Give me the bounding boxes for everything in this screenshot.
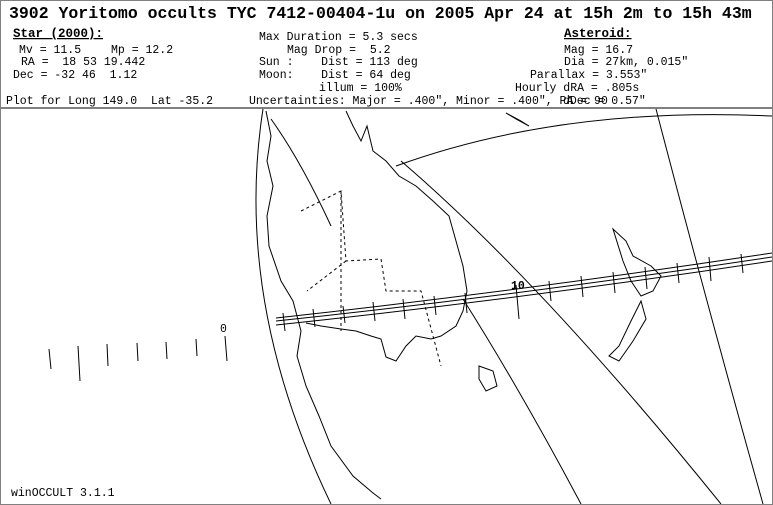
time-ticks (282, 253, 744, 332)
time-label: 10 (511, 280, 525, 293)
max-duration: Max Duration = 5.3 secs (259, 31, 418, 44)
grid-arc (462, 298, 582, 504)
grid-arc (395, 114, 772, 167)
new-zealand (608, 227, 662, 362)
grid-arc (400, 160, 722, 504)
asteroid-parallax: Parallax = 3.553" (530, 69, 647, 82)
tasmania (478, 365, 498, 392)
title: 3902 Yoritomo occults TYC 7412-00404-1u … (9, 4, 752, 23)
mag-drop: Mag Drop = 5.2 (287, 44, 391, 57)
moon-illum: illum = 100% (319, 82, 402, 95)
uncertainties: Uncertainties: Major = .400", Minor = .4… (249, 95, 608, 108)
asteroid-dia: Dia = 27km, 0.015" (564, 56, 688, 69)
star-heading: Star (2000): (13, 27, 103, 41)
star-mp: Mp = 12.2 (111, 44, 173, 57)
island (505, 112, 530, 127)
star-ra: RA = 18 53 19.442 (21, 56, 145, 69)
map-lines (255, 108, 772, 504)
asteroid-heading: Asteroid: (564, 27, 632, 41)
time-label: 0 (220, 323, 227, 336)
grid-arc (655, 108, 764, 504)
star-dec: Dec = -32 46 1.12 (13, 69, 137, 82)
occultation-path (48, 252, 772, 382)
asteroid-ddec: dDec = 0.57" (563, 95, 646, 108)
moon-dist: Moon: Dist = 64 deg (259, 69, 411, 82)
asteroid-mag: Mag = 16.7 (564, 44, 633, 57)
star-mv: Mv = 11.5 (19, 44, 81, 57)
sun-dist: Sun : Dist = 113 deg (259, 56, 418, 69)
path-south (275, 260, 772, 326)
grid-arc (270, 118, 332, 227)
earth-limb (255, 108, 332, 504)
coastlines (265, 110, 662, 500)
asteroid-hourly-dra: Hourly dRA = .805s (515, 82, 639, 95)
state-borders (300, 190, 442, 367)
footer: winOCCULT 3.1.1 (11, 487, 115, 500)
plot-location: Plot for Long 149.0 Lat -35.2 (6, 95, 213, 108)
coast-east (305, 110, 468, 362)
far-side-ticks (48, 335, 228, 382)
